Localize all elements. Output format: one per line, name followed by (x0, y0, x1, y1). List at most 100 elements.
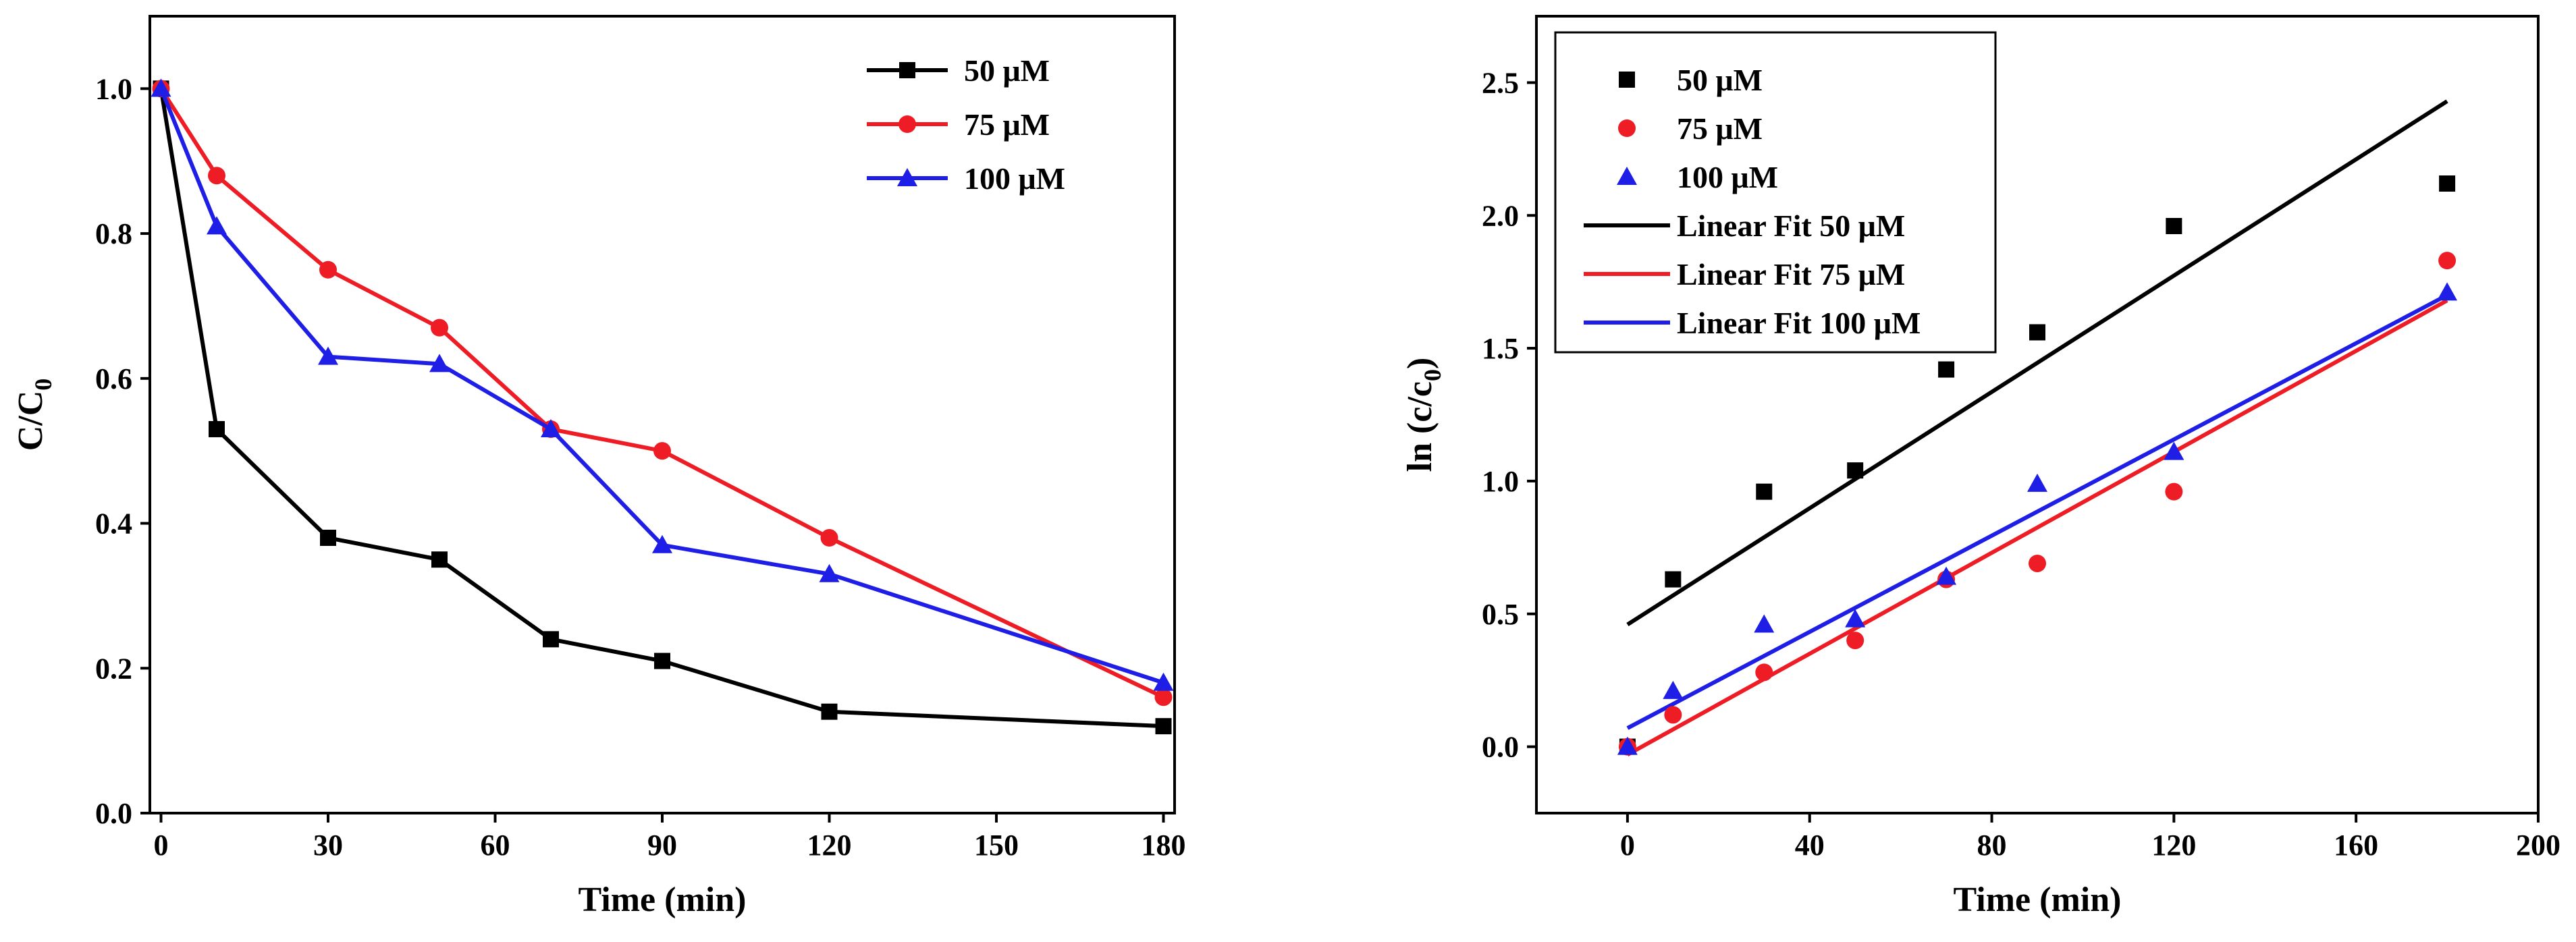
y-axis-label-subscript: 0 (1419, 369, 1446, 381)
legend-marker-75-um (1618, 119, 1636, 137)
y-tick-label: 1.5 (1482, 332, 1519, 365)
y-tick-label: 2.0 (1482, 199, 1519, 232)
legend-marker-50-um (1619, 72, 1635, 88)
data-point-50-um (821, 703, 838, 720)
data-point-75-um (820, 529, 838, 547)
data-point-100-um (1845, 609, 1866, 628)
y-tick-label: 0.0 (95, 797, 132, 830)
data-point-50-um (1938, 361, 1955, 378)
y-tick-label: 1.0 (95, 72, 132, 105)
data-point-100-um (2164, 441, 2184, 460)
legend: 50 μM 75 μM 100 μM (867, 53, 1065, 196)
y-tick-label: 0.8 (95, 217, 132, 250)
data-point-100-um (819, 563, 840, 582)
x-tick-label: 40 (1795, 829, 1825, 862)
legend-label-75-um: 75 μM (1677, 111, 1763, 146)
legend-marker-50-um (899, 62, 915, 78)
data-point-100-um (151, 78, 171, 97)
data-point-75-um (431, 318, 448, 337)
x-tick-label: 60 (481, 829, 510, 862)
data-point-75-um (1154, 688, 1173, 706)
y-tick-label: 0.5 (1482, 598, 1519, 631)
data-point-100-um (2027, 473, 2047, 492)
legend-label-50-um: 50 μM (1677, 63, 1763, 97)
legend-label-50-um: 50 μM (964, 53, 1050, 88)
data-point-100-um (1936, 566, 1957, 585)
data-point-100-um (429, 354, 450, 372)
data-point-100-um (1663, 680, 1684, 699)
fit-line-linear-fit-50-um (1626, 99, 2448, 627)
plot-frame (1535, 15, 2540, 814)
y-tick-label: 0.4 (95, 507, 132, 541)
data-point-50-um (1665, 571, 1682, 588)
y-axis-label-main: ln (c/c (1401, 381, 1439, 472)
fit-line-linear-fit-75-um (1626, 298, 2448, 757)
x-axis-label: Time (min) (579, 881, 747, 919)
x-tick-label: 180 (1142, 829, 1186, 862)
data-point-100-um (652, 534, 672, 553)
legend-label-linear-fit-75-um: Linear Fit 75 μM (1677, 257, 1905, 292)
data-point-100-um (318, 346, 338, 365)
left-chart: 0 30 60 90 120 150 180 0.0 0.2 0.4 0.6 0.8 1.0 Time (… (11, 15, 1186, 919)
legend-label-75-um: 75 μM (964, 107, 1050, 142)
data-point-50-um (2166, 217, 2182, 234)
data-point-75-um (319, 260, 337, 279)
data-point-75-um (653, 442, 671, 460)
data-point-50-um (2439, 175, 2456, 192)
x-tick-label: 90 (647, 829, 677, 862)
data-point-50-um (1847, 462, 1864, 479)
data-point-50-um (1756, 483, 1773, 500)
legend: 50 μM 75 μM 100 μM Linear Fit 50 μM Linear F… (1554, 31, 1997, 354)
y-axis-label-subscript: 0 (30, 379, 57, 391)
data-point-50-um (543, 631, 559, 648)
y-axis-label: ln (c/c0) (1401, 358, 1446, 472)
x-tick-label: 160 (2334, 829, 2378, 862)
x-tick-label: 0 (154, 829, 169, 862)
data-point-100-um (207, 216, 227, 235)
series-line-100-um (159, 88, 1164, 685)
x-tick-label: 120 (807, 829, 852, 862)
data-point-100-um (2437, 282, 2458, 301)
y-tick-label: 0.0 (1482, 731, 1519, 764)
x-axis-label: Time (min) (1954, 881, 2122, 919)
right-chart: 0 40 80 120 160 200 0.0 0.5 1.0 1.5 2.0 2.5 Time (mi… (1401, 15, 2560, 919)
data-point-100-um (1754, 614, 1775, 633)
data-point-50-um (1155, 718, 1172, 735)
legend-label-linear-fit-100-um: Linear Fit 100 μM (1677, 306, 1921, 340)
x-tick-label: 120 (2151, 829, 2196, 862)
y-axis-label-main: C/C (11, 391, 50, 451)
legend-label-linear-fit-50-um: Linear Fit 50 μM (1677, 209, 1905, 243)
data-point-50-um (320, 530, 336, 547)
data-point-75-um (2438, 252, 2457, 270)
legend-label-100-um: 100 μM (964, 161, 1065, 196)
data-point-75-um (1664, 706, 1682, 724)
data-point-75-um (2029, 554, 2046, 572)
y-tick-label: 1.0 (1482, 465, 1519, 498)
x-tick-label: 200 (2516, 829, 2560, 862)
y-axis-label-close: ) (1401, 358, 1439, 369)
legend-marker-75-um (898, 115, 916, 133)
data-point-75-um (1846, 632, 1864, 650)
x-tick-label: 150 (974, 829, 1019, 862)
data-point-75-um (2165, 482, 2183, 501)
data-point-100-um (1617, 736, 1638, 755)
data-point-100-um (1153, 672, 1174, 691)
data-point-75-um (208, 167, 225, 185)
data-point-50-um (654, 653, 670, 669)
x-tick-label: 30 (313, 829, 343, 862)
data-point-100-um (541, 418, 561, 437)
series-line-50-um (159, 88, 1164, 729)
y-tick-label: 0.2 (95, 652, 132, 685)
series-line-75-um (159, 87, 1164, 699)
x-tick-label: 80 (1977, 829, 2007, 862)
data-point-50-um (2029, 324, 2045, 341)
legend-marker-100-um (897, 168, 917, 186)
data-point-50-um (209, 420, 225, 437)
fit-line-linear-fit-100-um (1626, 293, 2448, 730)
x-tick-label: 0 (1620, 829, 1635, 862)
y-axis-label: C/C0 (11, 379, 57, 451)
y-tick-label: 2.5 (1482, 66, 1519, 99)
legend-label-100-um: 100 μM (1677, 160, 1778, 194)
y-tick-label: 0.6 (95, 362, 132, 395)
